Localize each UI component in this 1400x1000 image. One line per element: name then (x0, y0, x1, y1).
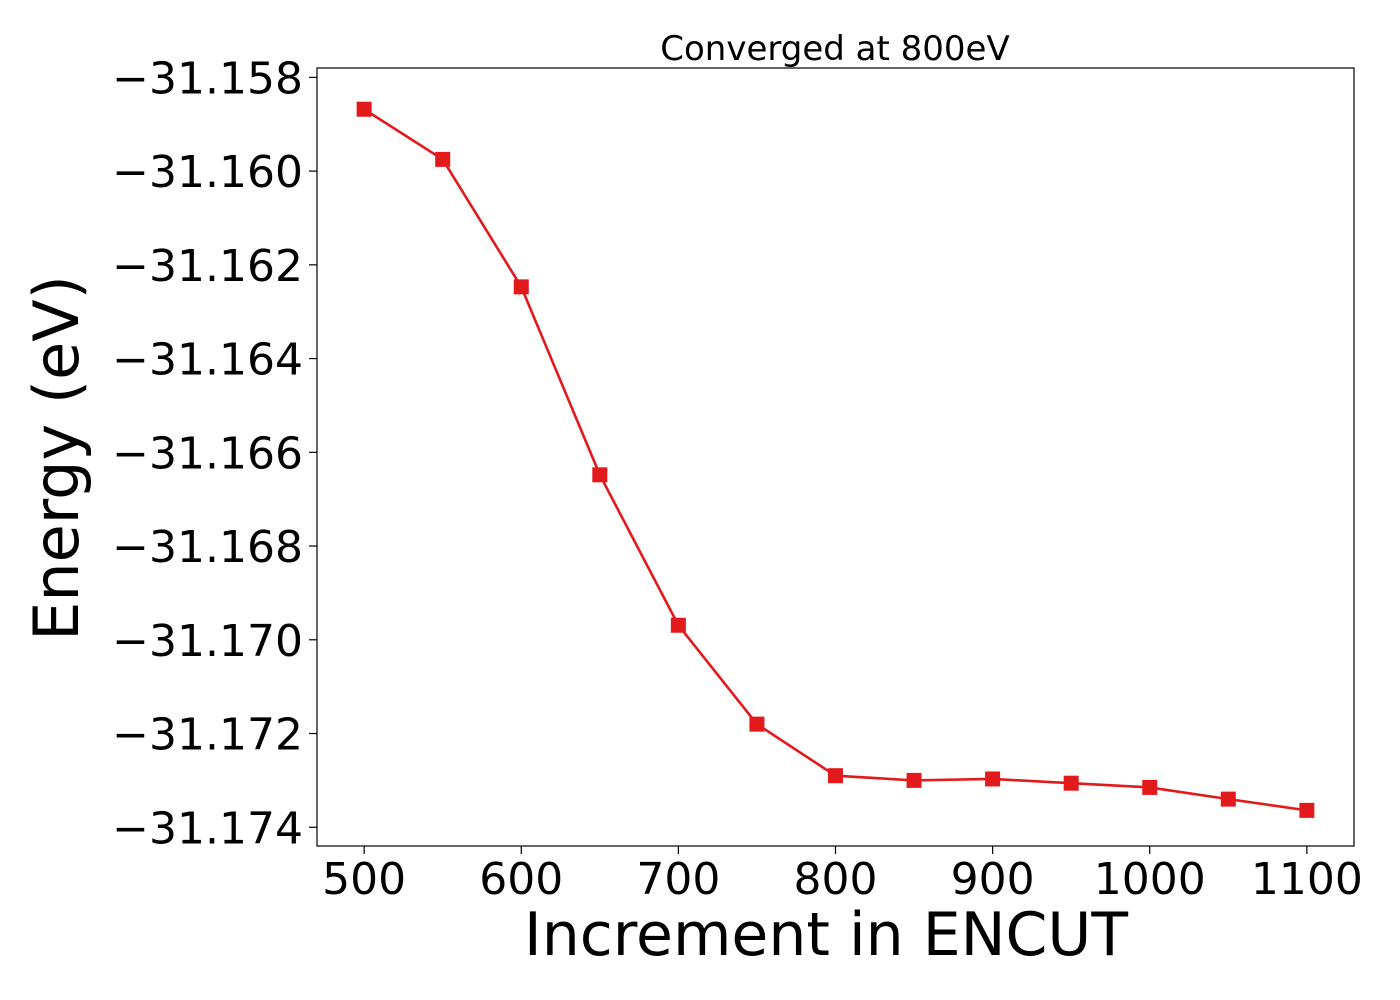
data-point-marker (906, 772, 922, 788)
data-point-marker (356, 101, 372, 117)
y-tick-label: −31.164 (112, 335, 303, 386)
y-tick-label: −31.168 (112, 522, 303, 573)
y-axis-ticks: −31.158 −31.160 −31.162 −31.164 −31.166 −31.1… (112, 53, 317, 854)
y-tick-label: −31.170 (112, 616, 303, 667)
chart-title: Converged at 800eV (660, 29, 1009, 69)
x-tick-label: 600 (479, 854, 563, 905)
series-line (363, 108, 1308, 812)
y-tick-label: −31.174 (112, 803, 303, 854)
x-tick-label: 700 (636, 854, 720, 905)
y-tick-label: −31.160 (112, 147, 303, 198)
x-tick-label: 1100 (1251, 854, 1363, 905)
data-point-marker (1142, 779, 1158, 795)
data-point-marker (1220, 791, 1236, 807)
series-layer (356, 101, 1315, 818)
y-tick-label: −31.162 (112, 241, 303, 292)
y-axis-label: Energy (eV) (20, 275, 93, 641)
x-tick-label: 1000 (1094, 854, 1206, 905)
data-point-marker (513, 279, 529, 295)
data-point-marker (592, 467, 608, 483)
data-point-marker (749, 716, 765, 732)
data-point-marker (1063, 775, 1079, 791)
data-point-marker (670, 617, 686, 633)
x-tick-label: 800 (794, 854, 878, 905)
x-tick-label: 900 (951, 854, 1035, 905)
x-axis-label: Increment in ENCUT (524, 900, 1128, 970)
x-axis-ticks: 500 600 700 800 900 1000 1100 (322, 846, 1363, 905)
y-tick-label: −31.166 (112, 428, 303, 479)
x-tick-label: 500 (322, 854, 406, 905)
data-point-marker (985, 771, 1001, 787)
data-point-marker (435, 151, 451, 167)
plot-frame (316, 67, 1355, 847)
y-tick-label: −31.158 (112, 53, 303, 104)
data-point-marker (1299, 802, 1315, 818)
data-point-marker (828, 768, 843, 784)
y-tick-label: −31.172 (112, 710, 303, 761)
